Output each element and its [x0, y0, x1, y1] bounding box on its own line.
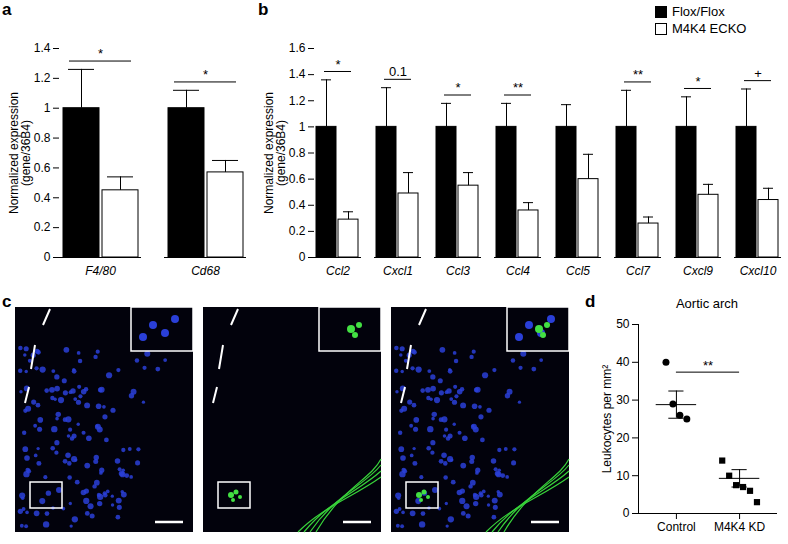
svg-text:0.6: 0.6: [34, 161, 51, 175]
html-text:M4K4 ECKO: M4K4 ECKO: [672, 21, 747, 36]
svg-text:*: *: [335, 57, 340, 72]
svg-text:1: 1: [44, 101, 51, 115]
svg-text:1: 1: [299, 120, 306, 134]
svg-text:*: *: [203, 67, 208, 82]
svg-text:0.8: 0.8: [289, 146, 306, 160]
html-text:c: c: [2, 292, 12, 311]
svg-text:10: 10: [616, 469, 630, 483]
svg-text:Control: Control: [657, 520, 696, 534]
svg-text:Ccl7: Ccl7: [626, 264, 651, 278]
svg-text:1.2: 1.2: [289, 94, 306, 108]
svg-text:Ccl4: Ccl4: [506, 264, 530, 278]
svg-text:40: 40: [616, 355, 630, 369]
svg-text:Normalized expression(gene/36B: Normalized expression(gene/36B4): [262, 92, 288, 214]
svg-text:**: **: [633, 67, 643, 82]
svg-text:Ccl2: Ccl2: [326, 264, 350, 278]
svg-text:*: *: [98, 46, 103, 61]
svg-text:**: **: [513, 80, 523, 95]
svg-text:1.4: 1.4: [289, 67, 306, 81]
svg-text:*: *: [455, 80, 460, 95]
svg-text:0.6: 0.6: [289, 172, 306, 186]
svg-text:F4/80: F4/80: [85, 264, 116, 278]
svg-text:0.8: 0.8: [34, 131, 51, 145]
svg-text:1.2: 1.2: [34, 71, 51, 85]
svg-text:0: 0: [44, 250, 51, 264]
svg-text:M4K4 KD: M4K4 KD: [714, 520, 766, 534]
svg-text:0.1: 0.1: [389, 64, 407, 79]
svg-text:0: 0: [299, 250, 306, 264]
svg-text:30: 30: [616, 393, 630, 407]
html-text:d: d: [585, 292, 596, 311]
svg-text:1.4: 1.4: [34, 41, 51, 55]
svg-text:Cd68: Cd68: [191, 264, 220, 278]
svg-text:0.4: 0.4: [289, 198, 306, 212]
html-text:a: a: [2, 0, 12, 19]
svg-text:50: 50: [616, 317, 630, 331]
svg-text:Normalized expression(gene/36B: Normalized expression(gene/36B4): [7, 92, 33, 214]
svg-text:**: **: [703, 358, 713, 373]
svg-text:*: *: [695, 74, 700, 89]
svg-text:Ccl3: Ccl3: [446, 264, 470, 278]
svg-text:0.4: 0.4: [34, 191, 51, 205]
svg-text:+: +: [754, 66, 762, 81]
html-text:Aortic arch: Aortic arch: [675, 296, 739, 311]
svg-text:0: 0: [623, 506, 630, 520]
html-text:b: b: [258, 0, 269, 19]
html-text:Flox/Flox: Flox/Flox: [672, 4, 725, 19]
svg-text:Ccl5: Ccl5: [566, 264, 590, 278]
svg-text:Leukocytes per mm²: Leukocytes per mm²: [600, 365, 614, 474]
svg-text:0.2: 0.2: [34, 220, 51, 234]
svg-text:Cxcl10: Cxcl10: [740, 264, 777, 278]
svg-text:1.6: 1.6: [289, 41, 306, 55]
svg-text:Cxcl1: Cxcl1: [383, 264, 413, 278]
svg-text:Cxcl9: Cxcl9: [683, 264, 713, 278]
svg-text:20: 20: [616, 431, 630, 445]
svg-text:0.2: 0.2: [289, 224, 306, 238]
